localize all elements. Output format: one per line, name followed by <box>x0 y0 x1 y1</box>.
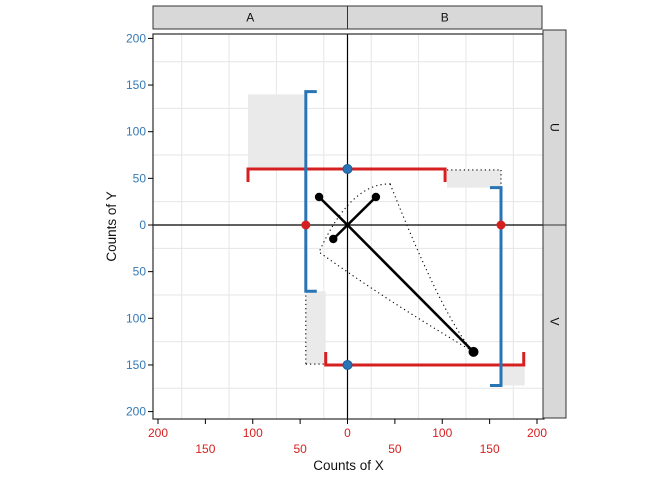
y-tick-label: 200 <box>126 405 146 419</box>
y-tick-label: 200 <box>126 31 146 45</box>
facet-strip-b <box>347 5 543 30</box>
y-tick-label: 150 <box>126 358 146 372</box>
x-tick-label: 150 <box>195 442 215 456</box>
black-point <box>329 234 338 244</box>
shaded-region <box>446 169 501 188</box>
x-tick-label: 100 <box>432 426 452 440</box>
y-tick-label: 50 <box>133 265 147 279</box>
y-tick-label: 50 <box>133 171 147 185</box>
shaded-region <box>305 291 326 365</box>
black-point <box>468 346 479 357</box>
facet-strip-v <box>542 224 567 419</box>
blue-bracket <box>489 186 503 387</box>
x-axis-title: Counts of X <box>313 458 384 473</box>
red-point <box>496 220 506 230</box>
x-tick-label: 0 <box>344 426 351 440</box>
black-segment <box>318 196 349 226</box>
shaded-region <box>500 366 525 386</box>
x-tick-label: 200 <box>527 426 547 440</box>
blue-point <box>342 164 353 175</box>
facet-strip-label: A <box>246 11 254 25</box>
facet-strip-label: V <box>548 317 562 325</box>
y-axis-title: Counts of Y <box>104 191 119 261</box>
x-tick-label: 200 <box>148 426 168 440</box>
black-point <box>314 192 324 202</box>
x-tick-label: 50 <box>388 442 402 456</box>
y-tick-label: 0 <box>139 218 146 232</box>
black-segment <box>346 224 475 353</box>
y-tick-label: 100 <box>126 311 146 325</box>
facet-strip-label: B <box>441 11 449 25</box>
red-bracket <box>324 351 526 367</box>
shaded-region <box>248 94 304 170</box>
facet-strip-label: U <box>548 123 562 132</box>
y-tick-label: 100 <box>126 125 146 139</box>
black-segment <box>346 196 377 226</box>
x-tick-label: 50 <box>293 442 307 456</box>
blue-point <box>342 359 353 370</box>
y-tick-label: 150 <box>126 78 146 92</box>
chart-generated-layer: 2001501005005010015020020015010050050100… <box>126 5 567 456</box>
dotted-contour <box>318 183 474 353</box>
x-tick-label: 150 <box>480 442 500 456</box>
black-point <box>371 192 381 202</box>
red-point <box>301 220 311 230</box>
blue-bracket <box>304 90 317 293</box>
x-tick-label: 100 <box>243 426 263 440</box>
